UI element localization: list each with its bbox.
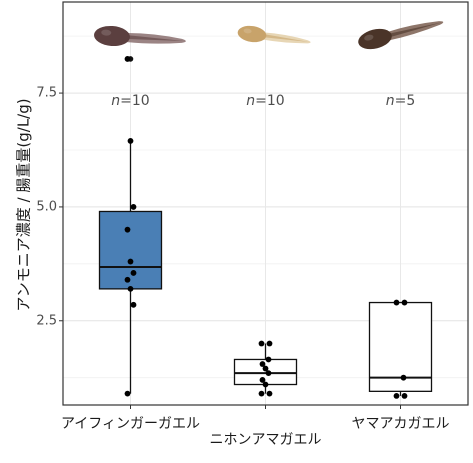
tadpole-body	[358, 28, 392, 50]
data-point	[401, 299, 408, 306]
y-axis: 2.5 5.0 7.5	[36, 86, 63, 328]
box	[98, 210, 163, 290]
tadpole-dark-brown-icon	[94, 25, 186, 47]
x-tick-label: ニホンアマガエル	[210, 432, 322, 448]
x-tick-label: ヤマアカガエル	[352, 416, 450, 432]
data-point	[258, 340, 265, 347]
data-point	[259, 361, 266, 367]
data-point	[127, 137, 134, 144]
tadpole-body	[94, 25, 130, 47]
y-tick-label: 5.0	[36, 199, 57, 214]
tadpole-tail-core	[387, 22, 442, 38]
tadpole-highlight	[364, 34, 374, 41]
tadpole-body	[237, 25, 267, 43]
data-point	[400, 374, 407, 381]
data-point	[393, 299, 400, 306]
data-point	[130, 270, 137, 276]
y-axis-label: アンモニア濃度 / 腸重量(g/L/g)	[15, 98, 33, 311]
boxplot-2	[233, 340, 298, 397]
box	[233, 358, 298, 386]
tadpole-dark-brown-icon	[358, 21, 444, 50]
data-point	[262, 365, 269, 372]
tadpole-tail-core	[262, 33, 310, 43]
box	[368, 301, 433, 392]
data-point	[262, 381, 269, 388]
data-point	[124, 276, 131, 283]
tadpole-light-tan-icon	[237, 25, 311, 44]
data-point	[401, 392, 408, 399]
data-point	[127, 258, 134, 265]
n-value: =10	[120, 93, 150, 109]
tadpole-photos	[94, 21, 444, 50]
boxplot-3	[368, 299, 433, 399]
tadpole-highlight	[101, 29, 112, 36]
data-point	[266, 390, 273, 397]
data-point	[130, 301, 137, 308]
sample-size-label: n=5	[386, 93, 416, 109]
n-symbol: n	[386, 93, 395, 109]
y-tick-label: 7.5	[36, 86, 57, 101]
tadpole-highlight	[243, 28, 252, 34]
n-symbol: n	[246, 93, 255, 109]
data-point	[393, 392, 400, 399]
y-tick-label: 2.5	[36, 313, 57, 328]
boxplots	[98, 56, 433, 399]
tadpole-tail-core	[125, 34, 184, 42]
data-point	[124, 226, 131, 233]
data-point	[265, 370, 272, 377]
data-point	[259, 377, 266, 383]
n-value: =10	[255, 93, 285, 109]
sample-size-label: n=10	[246, 93, 284, 109]
n-value: =5	[395, 93, 416, 109]
data-point	[124, 390, 131, 397]
data-point	[258, 390, 265, 397]
n-symbol: n	[111, 93, 120, 109]
data-point	[266, 340, 273, 347]
x-tick-label: アイフィンガーガエル	[61, 416, 200, 432]
data-point	[124, 56, 131, 62]
data-point	[127, 285, 134, 292]
data-point	[265, 356, 272, 363]
sample-size-labels: n=10 n=10 n=5	[111, 93, 415, 109]
data-point	[130, 204, 137, 210]
boxplot-1	[98, 56, 163, 397]
sample-size-label: n=10	[111, 93, 149, 109]
